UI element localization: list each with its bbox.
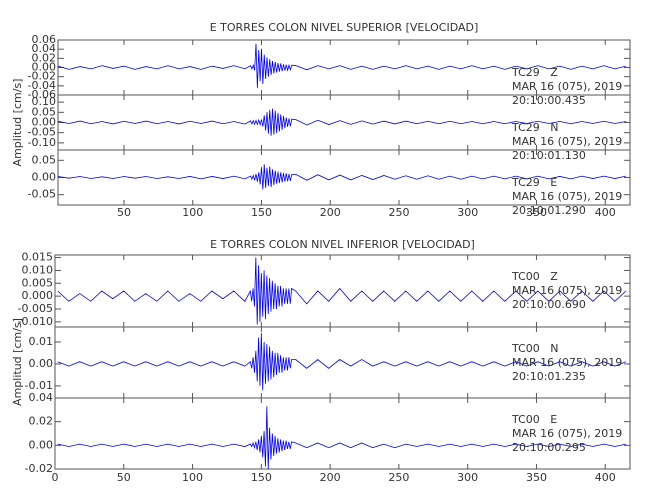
x-tick-label: 50 [117, 206, 131, 219]
x-tick-label: 400 [595, 471, 616, 484]
chart-title: E TORRES COLON NIVEL INFERIOR [VELOCIDAD… [210, 238, 475, 251]
y-tick-label: 0.05 [32, 153, 57, 166]
trace-time: 20:10:01.130 [512, 149, 586, 162]
chart-title: E TORRES COLON NIVEL SUPERIOR [VELOCIDAD… [210, 21, 479, 34]
trace-label: TC00 E [511, 413, 557, 426]
y-tick-label: 0.010 [22, 263, 54, 276]
waveform [57, 257, 627, 325]
y-tick-label: 0.05 [32, 105, 57, 118]
y-tick-label: 0.00 [29, 357, 54, 370]
trace-date: MAR 16 (075), 2019 [512, 190, 622, 203]
trace-time: 20:10:00.690 [512, 298, 586, 311]
waveform [57, 43, 626, 89]
x-tick-label: 100 [182, 471, 203, 484]
y-tick-label: 0.00 [32, 116, 57, 129]
trace-date: MAR 16 (075), 2019 [512, 427, 622, 440]
y-tick-label: -0.10 [28, 136, 56, 149]
trace-date: MAR 16 (075), 2019 [512, 356, 622, 369]
y-tick-label: 0.005 [22, 276, 54, 289]
y-tick-label: 0.04 [32, 42, 57, 55]
x-tick-label: 250 [388, 471, 409, 484]
x-tick-label: 200 [320, 471, 341, 484]
x-tick-label: 300 [457, 206, 478, 219]
trace-label: TC29 N [511, 121, 558, 134]
y-tick-label: 0.00 [32, 171, 57, 184]
y-tick-label: -0.05 [28, 188, 56, 201]
x-tick-label: 250 [389, 206, 410, 219]
waveform [57, 164, 626, 190]
trace-date: MAR 16 (075), 2019 [512, 284, 622, 297]
y-tick-label: 0.000 [22, 289, 54, 302]
y-tick-label: 0.01 [29, 335, 54, 348]
y-tick-label: -0.01 [25, 379, 53, 392]
trace-date: MAR 16 (075), 2019 [512, 135, 622, 148]
trace-time: 20:10:01.235 [512, 370, 586, 383]
trace-time: 20:10:00.295 [512, 441, 586, 454]
trace-label: TC00 Z [511, 270, 558, 283]
trace-label: TC29 Z [511, 66, 558, 79]
y-tick-label: 0.04 [29, 391, 54, 404]
x-tick-label: 200 [320, 206, 341, 219]
y-tick-label: 0.06 [32, 33, 57, 46]
x-tick-label: 150 [251, 471, 272, 484]
y-tick-label: -0.02 [25, 462, 53, 475]
y-tick-label: -0.05 [28, 126, 56, 139]
panel-frame [54, 397, 631, 470]
x-tick-label: 350 [526, 206, 547, 219]
y-tick-label: -0.005 [18, 302, 53, 315]
y-tick-label: -0.010 [18, 315, 53, 328]
trace-time: 20:10:00.435 [512, 94, 586, 107]
y-tick-label: -0.06 [28, 88, 56, 101]
y-tick-label: 0.02 [29, 415, 54, 428]
x-tick-label: 400 [595, 206, 616, 219]
trace-date: MAR 16 (075), 2019 [512, 80, 622, 93]
x-tick-label: 100 [182, 206, 203, 219]
y-tick-label: 0.015 [22, 251, 54, 264]
trace-label: TC00 N [511, 342, 558, 355]
x-tick-label: 50 [117, 471, 131, 484]
trace-time: 20:10:01.290 [512, 204, 586, 217]
x-tick-label: 0 [52, 471, 59, 484]
waveform [57, 108, 626, 136]
y-tick-label: 0.00 [29, 438, 54, 451]
y-tick-label: -0.04 [28, 79, 56, 92]
y-tick-label: -0.02 [28, 70, 56, 83]
y-tick-label: 0.10 [32, 95, 57, 108]
y-tick-label: 0.02 [32, 51, 57, 64]
y-tick-label: 0.00 [32, 61, 57, 74]
x-tick-label: 350 [526, 471, 547, 484]
y-axis-label: Amplitud [cm/s] [11, 79, 24, 167]
x-tick-label: 300 [457, 471, 478, 484]
waveform [57, 333, 627, 391]
trace-label: TC29 E [511, 176, 557, 189]
y-axis-label: Amplitud [cm/s] [11, 318, 24, 406]
x-tick-label: 150 [251, 206, 272, 219]
waveform [57, 406, 626, 470]
